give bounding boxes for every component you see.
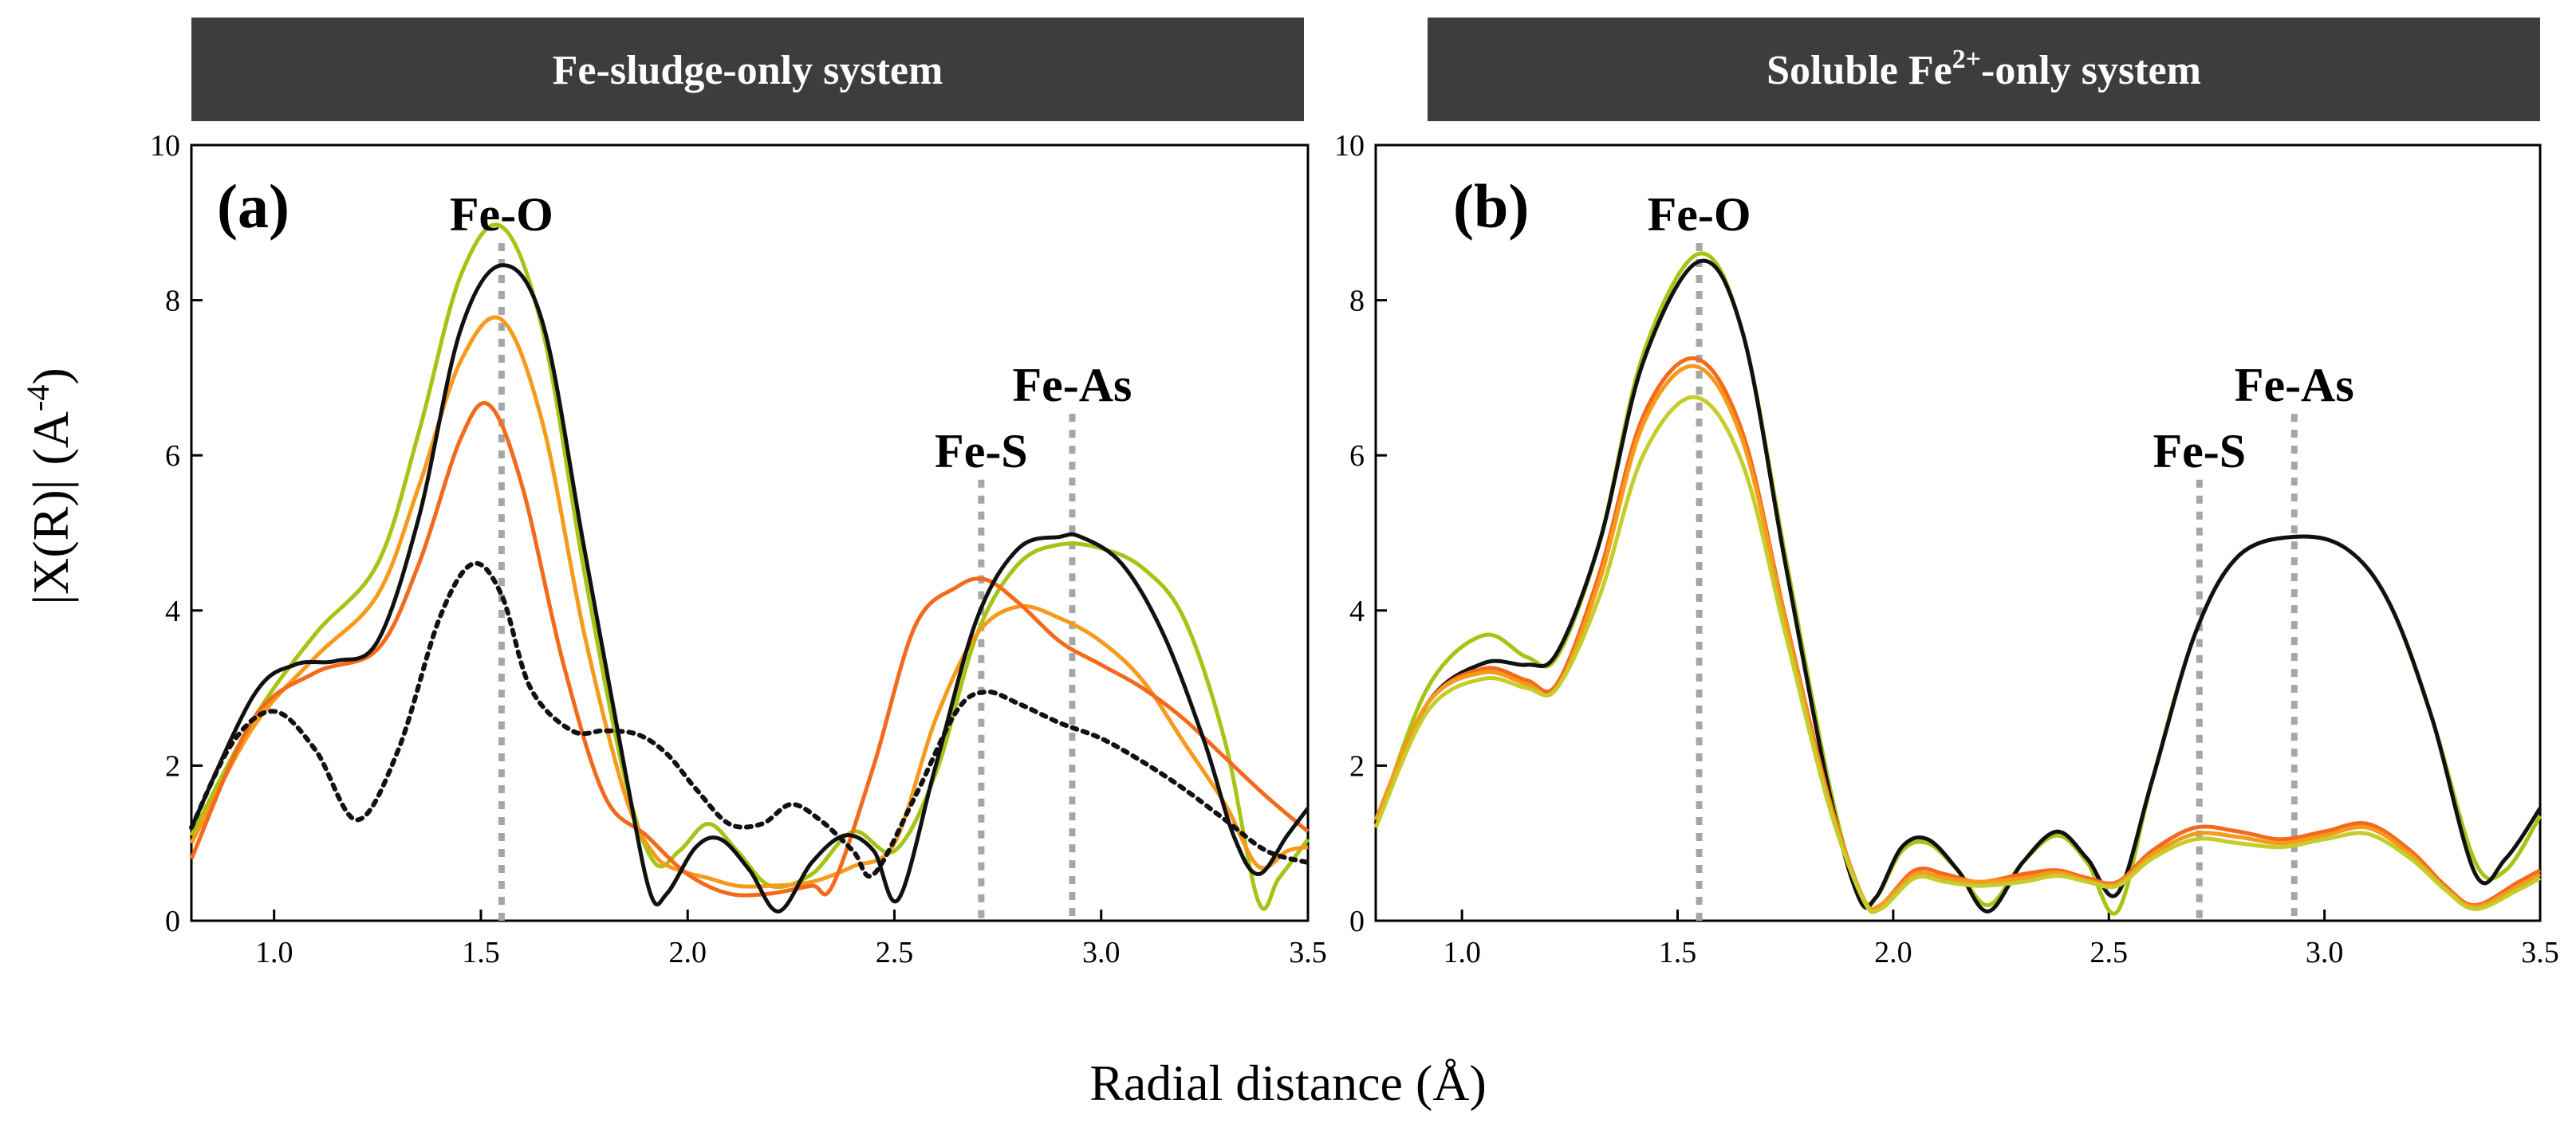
x-axis-title: Radial distance (Å) <box>1089 1055 1487 1111</box>
y-axis-title: |X(R)| (A-4) <box>20 367 79 604</box>
x-tick-label: 1.0 <box>255 936 293 969</box>
peak-label: Fe-S <box>935 425 1028 478</box>
panel-title: Fe-sludge-only system <box>553 48 943 93</box>
y-tick-label: 4 <box>165 595 180 628</box>
y-tick-label: 2 <box>165 749 180 783</box>
y-axis-unit-close: ) <box>22 367 79 384</box>
x-tick-label: 1.0 <box>1443 936 1481 969</box>
series-line <box>189 315 1309 889</box>
y-tick-label: 0 <box>165 905 180 938</box>
x-tick-label: 2.5 <box>2090 936 2129 969</box>
x-tick-label: 1.5 <box>1659 936 1697 969</box>
y-tick-label: 6 <box>1349 439 1365 473</box>
y-tick-label: 0 <box>1349 905 1365 938</box>
x-tick-label: 2.0 <box>1874 936 1912 969</box>
svg-text:|X(R)|(A-4): |X(R)| (A-4) <box>20 367 79 604</box>
y-tick-label: 2 <box>1349 749 1365 783</box>
peak-label: Fe-As <box>2235 359 2354 411</box>
series-line-dotted <box>189 560 1310 879</box>
panel-title-superscript: 2+ <box>1952 45 1981 74</box>
peak-label: Fe-O <box>1648 188 1751 241</box>
y-axis-bar-right: | <box>22 480 79 490</box>
panel-title-banner <box>1428 18 2540 121</box>
peak-label: Fe-As <box>1012 359 1132 411</box>
x-tick-label: 3.0 <box>2306 936 2344 969</box>
series-line <box>1373 356 2542 912</box>
series-line <box>189 222 1310 911</box>
peak-label: Fe-O <box>450 188 553 241</box>
x-tick-label: 3.0 <box>1082 936 1121 969</box>
plot-frame <box>190 143 1310 922</box>
panel-label: (b) <box>1453 171 1529 241</box>
series-line <box>1373 395 2542 914</box>
panel-title: Soluble Fe2+-only system <box>1767 45 2201 93</box>
panel-a: Fe-sludge-only system 0 2 4 6 8 10 1.0 1.5 2.0 2.5… <box>150 18 1327 969</box>
y-tick-label: 10 <box>150 129 180 163</box>
panel-title-tail: -only system <box>1981 48 2201 93</box>
panel-title-main: Fe-sludge-only system <box>553 48 943 93</box>
x-tick-label: 2.5 <box>876 936 914 969</box>
y-tick-label: 6 <box>165 439 180 473</box>
series-line <box>1373 258 2543 914</box>
y-axis-unit: (A <box>22 411 79 466</box>
panel-b: Soluble Fe2+-only system 0 2 4 6 8 10 1.0 1.5 2.0… <box>1334 18 2559 969</box>
panel-label: (a) <box>217 171 290 241</box>
plot-frame <box>1374 143 2542 922</box>
x-tick-label: 3.5 <box>1289 936 1327 969</box>
series-line <box>189 401 1310 898</box>
y-axis-unit-exponent: -4 <box>20 385 56 411</box>
x-tick-label: 3.5 <box>2521 936 2559 969</box>
y-axis-bar-left: | <box>22 595 79 605</box>
y-tick-label: 10 <box>1334 129 1365 163</box>
panel-title-main: Soluble Fe <box>1767 48 1952 93</box>
y-tick-label: 4 <box>1349 595 1365 628</box>
peak-label: Fe-S <box>2153 425 2246 478</box>
series-line <box>189 263 1310 914</box>
y-axis-quantity: X(R) <box>22 489 79 595</box>
series-line <box>1373 251 2543 916</box>
y-tick-label: 8 <box>165 285 180 318</box>
panel-title-banner <box>191 18 1304 121</box>
y-tick-label: 8 <box>1349 285 1365 318</box>
series-line <box>1373 364 2542 912</box>
x-tick-label: 2.0 <box>668 936 707 969</box>
x-tick-label: 1.5 <box>462 936 500 969</box>
